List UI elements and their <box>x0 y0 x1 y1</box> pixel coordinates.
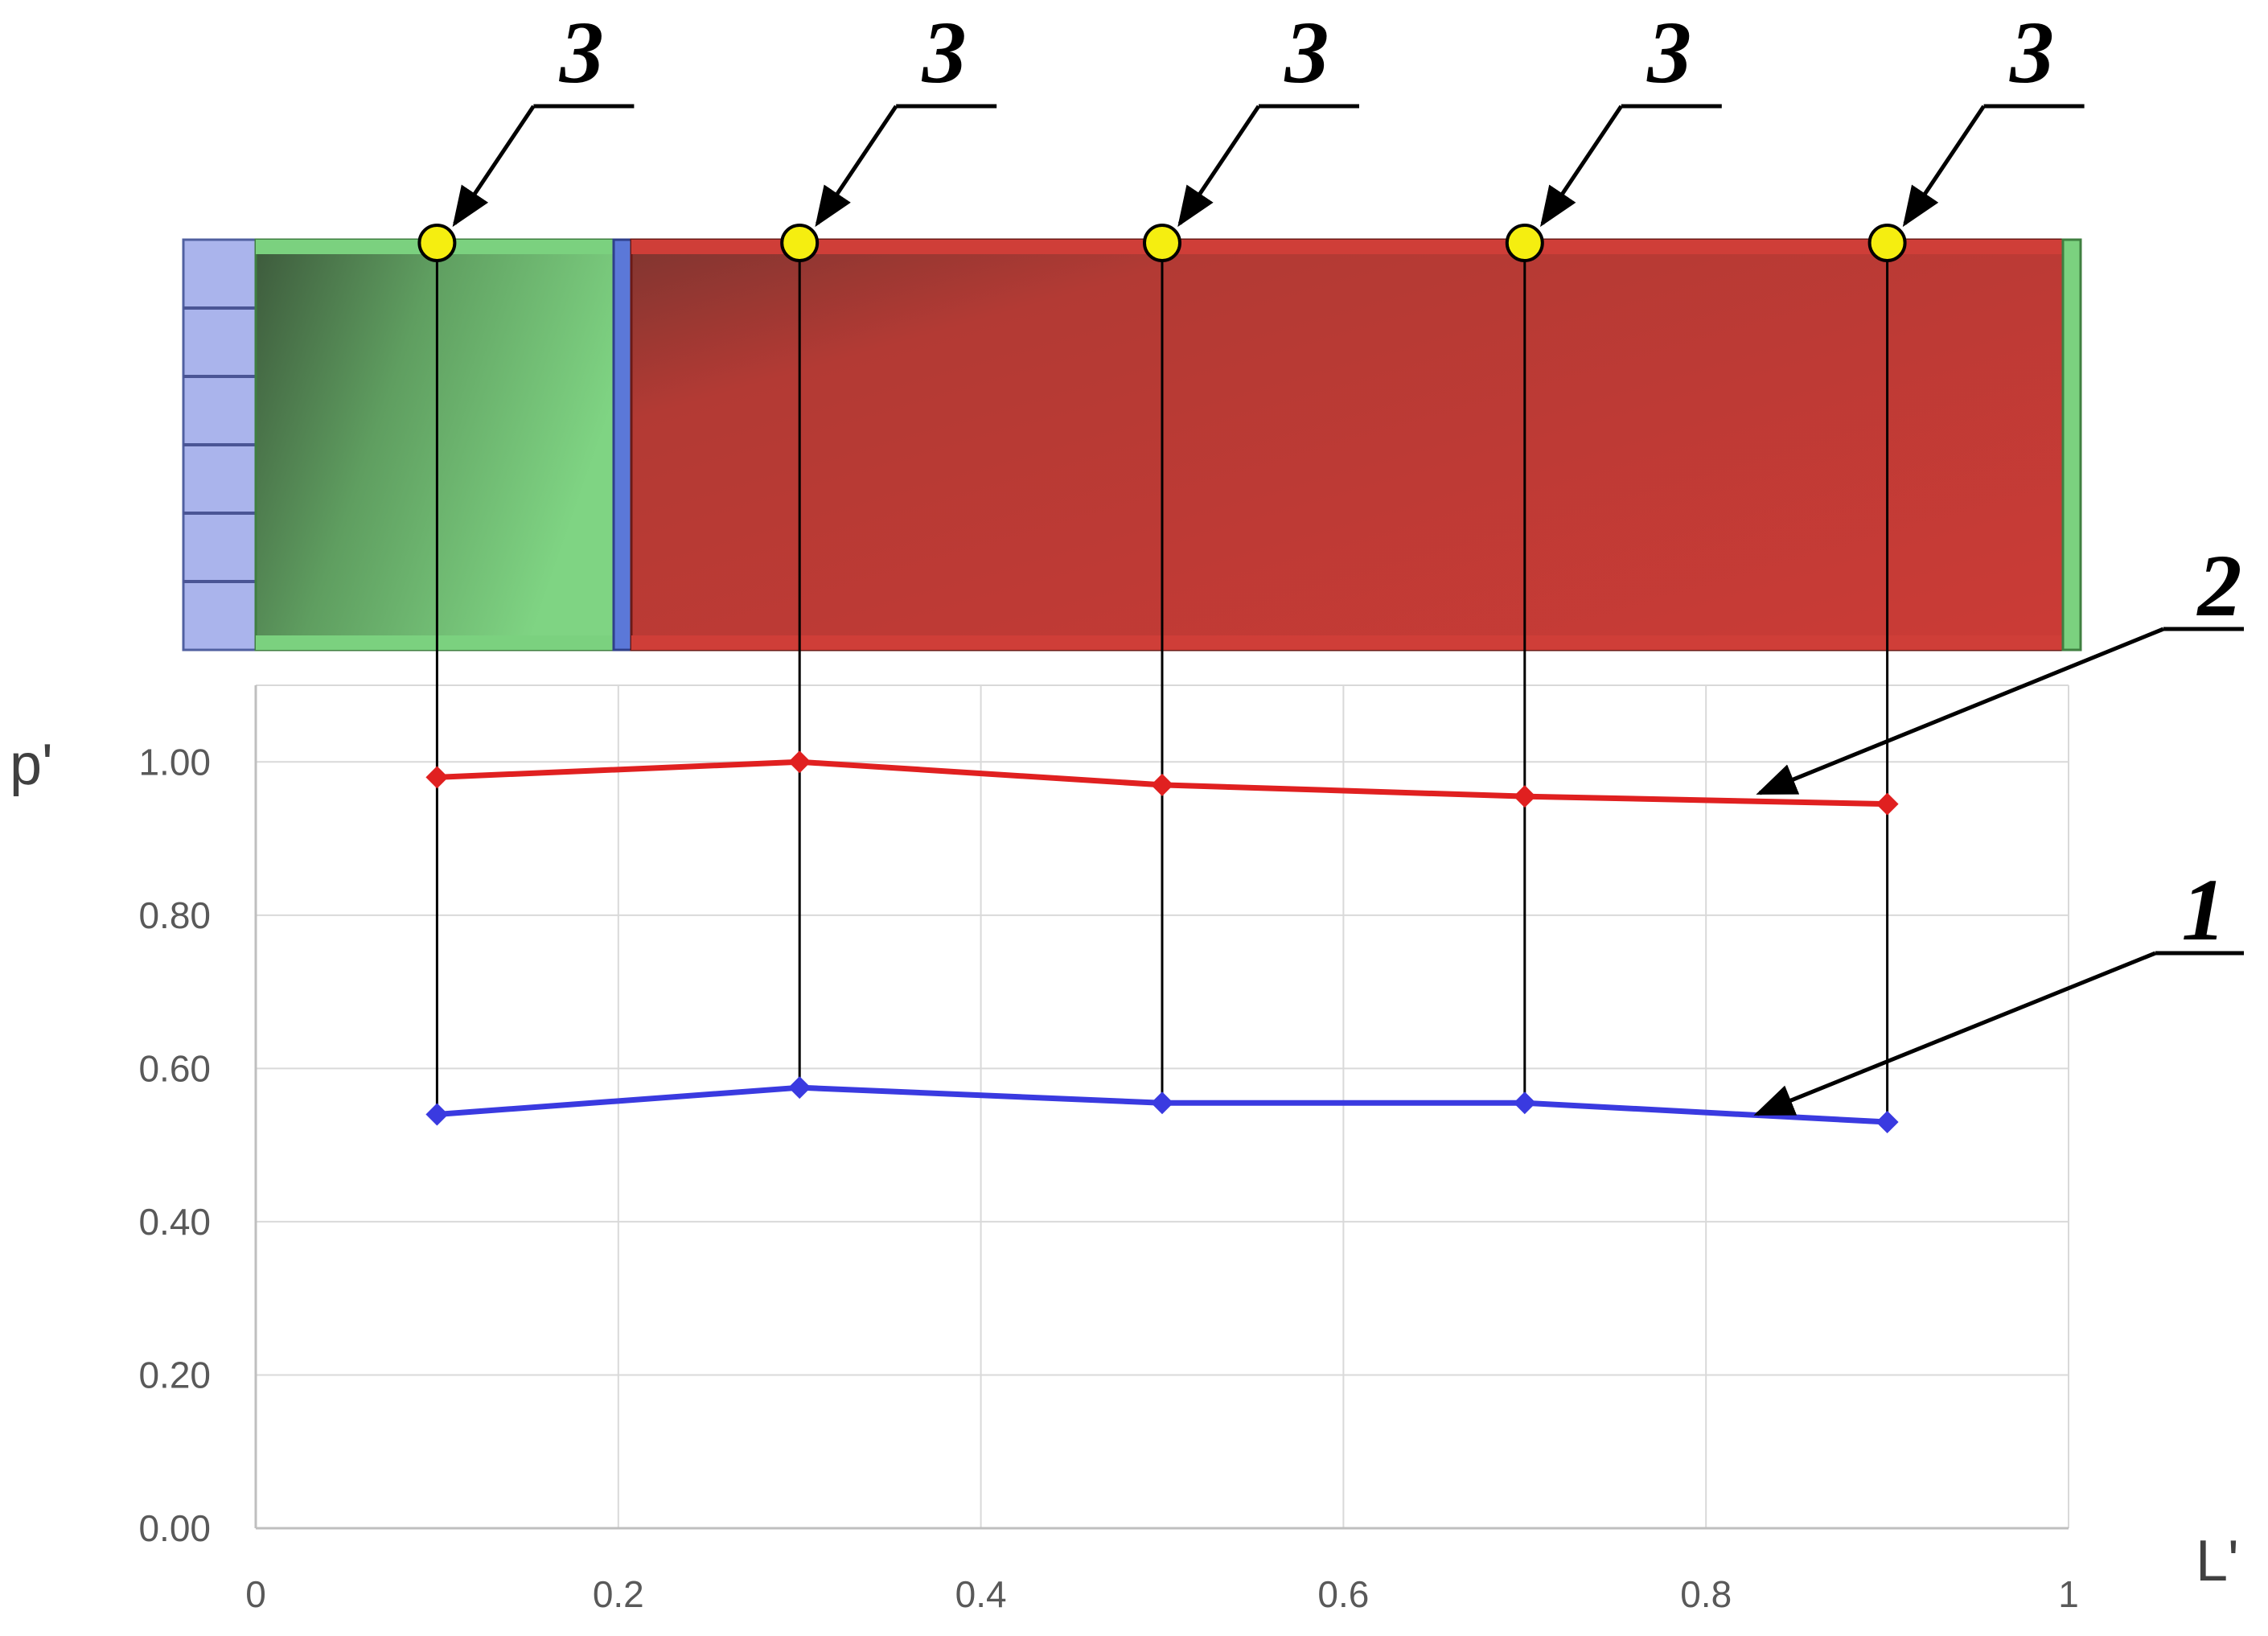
series-layer <box>425 750 1899 1134</box>
x-tick-label: 0.4 <box>955 1573 1007 1615</box>
callout-arrow <box>1902 105 1986 228</box>
y-tick-label: 0.60 <box>138 1047 211 1089</box>
callout-arrow <box>815 105 898 228</box>
x-axis-title: L' <box>2196 1529 2239 1593</box>
red-rim-top <box>631 240 2063 254</box>
probe-lines <box>435 243 1889 1123</box>
series-callout-label: 1 <box>2182 861 2226 959</box>
series-point <box>1151 773 1173 796</box>
probe-callout: 3 <box>1177 3 1359 228</box>
callout-arrow <box>1177 105 1261 228</box>
channel-illustration <box>182 238 2082 652</box>
series-callout: 1 <box>1753 861 2244 1116</box>
series-point <box>425 766 449 789</box>
callout-arrow <box>1756 627 2164 795</box>
probe-callout-label: 3 <box>559 3 604 101</box>
series-callout-label: 2 <box>2196 536 2242 635</box>
callout-arrow <box>452 105 536 228</box>
probe-marker <box>1505 224 1544 262</box>
x-tick-label: 0.8 <box>1680 1573 1732 1615</box>
y-tick-label: 0.80 <box>138 894 211 936</box>
probe-callout: 3 <box>1902 3 2085 228</box>
outlet-ring <box>2061 238 2082 652</box>
probe-marker <box>417 224 457 262</box>
plot-area: 0 0.2 0.4 0.6 0.8 1 0.000.200.400.600.801.00 … <box>10 3 2244 1615</box>
y-tick-label: 0.20 <box>138 1354 211 1396</box>
probe-marker <box>1143 224 1181 262</box>
x-tick-label: 0.2 <box>593 1573 644 1615</box>
series-point <box>1876 1111 1899 1134</box>
probe-callout-label: 3 <box>1646 3 1691 101</box>
probe-callout: 3 <box>452 3 635 228</box>
probe-callout-label: 3 <box>1284 3 1329 101</box>
separator-ring <box>612 238 633 652</box>
probe-marker <box>780 224 820 262</box>
axes <box>254 685 2069 1530</box>
x-tick-label: 0 <box>245 1573 266 1615</box>
callouts: 3 3 3 3 3 2 1 <box>452 3 2244 1116</box>
y-tick-label: 1.00 <box>138 741 211 783</box>
series-point <box>788 1076 811 1100</box>
y-tick-label: 0.00 <box>138 1507 211 1549</box>
series-callout: 2 <box>1756 536 2244 795</box>
probe-callout-label: 3 <box>2009 3 2054 101</box>
green-rim-bottom <box>256 635 614 650</box>
x-tick-labels: 0 0.2 0.4 0.6 0.8 1 <box>245 1573 2079 1615</box>
probe-callout: 3 <box>1540 3 1722 228</box>
y-tick-labels: 0.00 0.20 0.40 0.60 0.80 1.00 <box>138 741 211 1549</box>
inlet-ribs <box>183 306 256 583</box>
y-axis-title: p' <box>10 733 53 797</box>
probe-marker <box>1867 224 1907 262</box>
series-point <box>1513 785 1536 808</box>
green-section <box>254 238 615 652</box>
y-tick-label: 0.40 <box>138 1201 211 1243</box>
red-section <box>630 238 2065 652</box>
series-point <box>1876 792 1899 816</box>
probe-markers <box>417 224 1907 262</box>
probe-callout-label: 3 <box>922 3 967 101</box>
x-tick-label: 1 <box>2058 1573 2079 1615</box>
series-point <box>1151 1091 1173 1115</box>
red-rim-bottom <box>631 635 2063 650</box>
series-point <box>425 1103 449 1126</box>
probe-callout: 3 <box>815 3 997 228</box>
x-tick-label: 0.6 <box>1317 1573 1369 1615</box>
callout-arrow <box>1753 951 2156 1116</box>
series-point <box>1513 1091 1536 1115</box>
series-point <box>788 750 811 774</box>
callout-arrow <box>1540 105 1623 228</box>
